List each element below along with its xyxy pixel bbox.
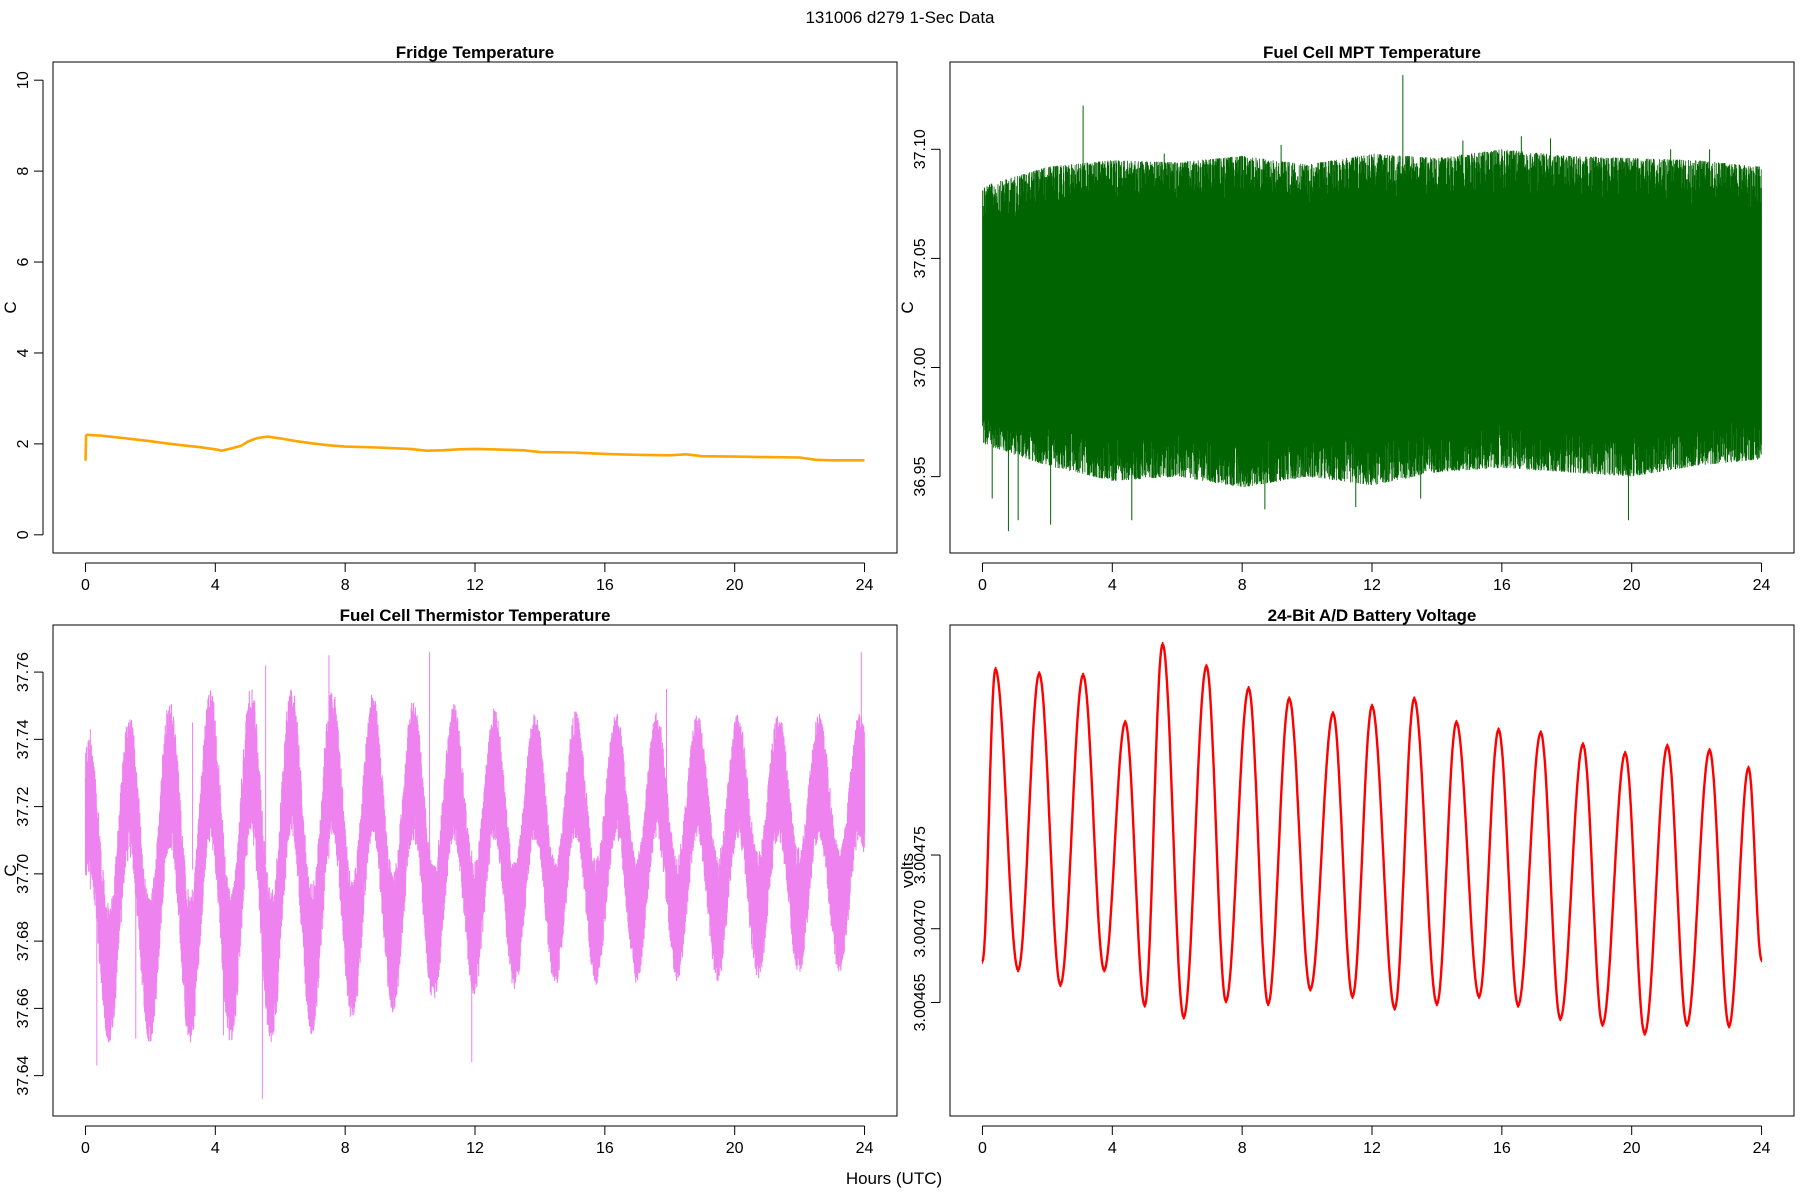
x-tick-label: 4 bbox=[211, 1140, 220, 1157]
plot-area bbox=[982, 75, 1762, 532]
y-tick-label: 37.00 bbox=[912, 347, 929, 387]
y-tick-label: 10 bbox=[15, 71, 32, 89]
x-tick-label: 12 bbox=[466, 1140, 484, 1157]
x-tick-label: 24 bbox=[1753, 577, 1771, 594]
y-tick-label: 37.64 bbox=[15, 1056, 32, 1096]
x-tick-label: 24 bbox=[1753, 1140, 1771, 1157]
x-tick-label: 0 bbox=[978, 1140, 987, 1157]
y-axis-label: C bbox=[1, 301, 20, 313]
x-tick-label: 4 bbox=[1108, 577, 1117, 594]
figure-xlabel: Hours (UTC) bbox=[846, 1169, 942, 1188]
x-tick-label: 12 bbox=[1363, 577, 1381, 594]
y-tick-label: 2 bbox=[15, 439, 32, 448]
y-tick-label: 3.00475 bbox=[912, 826, 929, 884]
x-tick-label: 0 bbox=[978, 577, 987, 594]
y-tick-label: 37.10 bbox=[912, 129, 929, 169]
plot-area bbox=[84, 651, 866, 1100]
y-tick-label: 37.68 bbox=[15, 921, 32, 961]
y-tick-label: 37.76 bbox=[15, 652, 32, 692]
y-axis-label: C bbox=[1, 864, 20, 876]
y-tick-label: 36.95 bbox=[912, 457, 929, 497]
series-line bbox=[84, 433, 865, 462]
x-tick-label: 16 bbox=[1493, 577, 1511, 594]
plot-area bbox=[84, 433, 865, 462]
plot-area bbox=[981, 641, 1763, 1036]
plot-frame bbox=[949, 61, 1795, 554]
series-trace bbox=[84, 689, 866, 1043]
chart-title: 24-Bit A/D Battery Voltage bbox=[1268, 606, 1477, 625]
chart-battery: 24-Bit A/D Battery Voltage volts 0 4 8 12 16 20… bbox=[898, 606, 1795, 1157]
y-tick-label: 4 bbox=[15, 348, 32, 357]
y-tick-label: 3.00465 bbox=[912, 973, 929, 1031]
x-tick-label: 8 bbox=[1238, 577, 1247, 594]
y-tick-label: 37.72 bbox=[15, 786, 32, 826]
y-tick-label: 37.05 bbox=[912, 238, 929, 278]
y-axis-label: C bbox=[898, 301, 917, 313]
y-tick-label: 37.70 bbox=[15, 854, 32, 894]
x-tick-label: 12 bbox=[1363, 1140, 1381, 1157]
plot-frame bbox=[52, 624, 898, 1117]
x-tick-label: 8 bbox=[341, 1140, 350, 1157]
x-tick-label: 0 bbox=[81, 1140, 90, 1157]
chart-title: Fuel Cell MPT Temperature bbox=[1263, 43, 1481, 62]
y-tick-label: 3.00470 bbox=[912, 900, 929, 958]
y-tick-label: 37.74 bbox=[15, 719, 32, 759]
series-core-band bbox=[982, 221, 1762, 409]
x-tick-label: 16 bbox=[596, 577, 614, 594]
x-tick-label: 24 bbox=[856, 577, 874, 594]
y-tick-label: 37.66 bbox=[15, 988, 32, 1028]
x-tick-label: 8 bbox=[1238, 1140, 1247, 1157]
x-tick-label: 4 bbox=[1108, 1140, 1117, 1157]
x-tick-label: 24 bbox=[856, 1140, 874, 1157]
x-tick-label: 20 bbox=[1623, 1140, 1641, 1157]
chart-mpt: Fuel Cell MPT Temperature C 0 4 8 12 16 20 24 36.… bbox=[898, 43, 1795, 594]
series-noise bbox=[982, 641, 1762, 1036]
x-tick-label: 8 bbox=[341, 577, 350, 594]
chart-title: Fridge Temperature bbox=[396, 43, 554, 62]
x-tick-label: 16 bbox=[596, 1140, 614, 1157]
chart-title: Fuel Cell Thermistor Temperature bbox=[340, 606, 611, 625]
plot-frame bbox=[949, 624, 1795, 1117]
x-tick-label: 0 bbox=[81, 577, 90, 594]
y-tick-label: 6 bbox=[15, 257, 32, 266]
x-tick-label: 20 bbox=[726, 577, 744, 594]
y-tick-label: 0 bbox=[15, 530, 32, 539]
x-tick-label: 4 bbox=[211, 577, 220, 594]
plot-frame bbox=[52, 61, 898, 554]
x-tick-label: 12 bbox=[466, 577, 484, 594]
y-tick-label: 8 bbox=[15, 167, 32, 176]
figure-title: 131006 d279 1-Sec Data bbox=[805, 8, 995, 27]
x-tick-label: 20 bbox=[1623, 577, 1641, 594]
y-axis-label: volts bbox=[898, 853, 917, 888]
chart-thermistor: Fuel Cell Thermistor Temperature C 0 4 8 12 16… bbox=[1, 606, 898, 1157]
x-tick-label: 16 bbox=[1493, 1140, 1511, 1157]
x-tick-label: 20 bbox=[726, 1140, 744, 1157]
